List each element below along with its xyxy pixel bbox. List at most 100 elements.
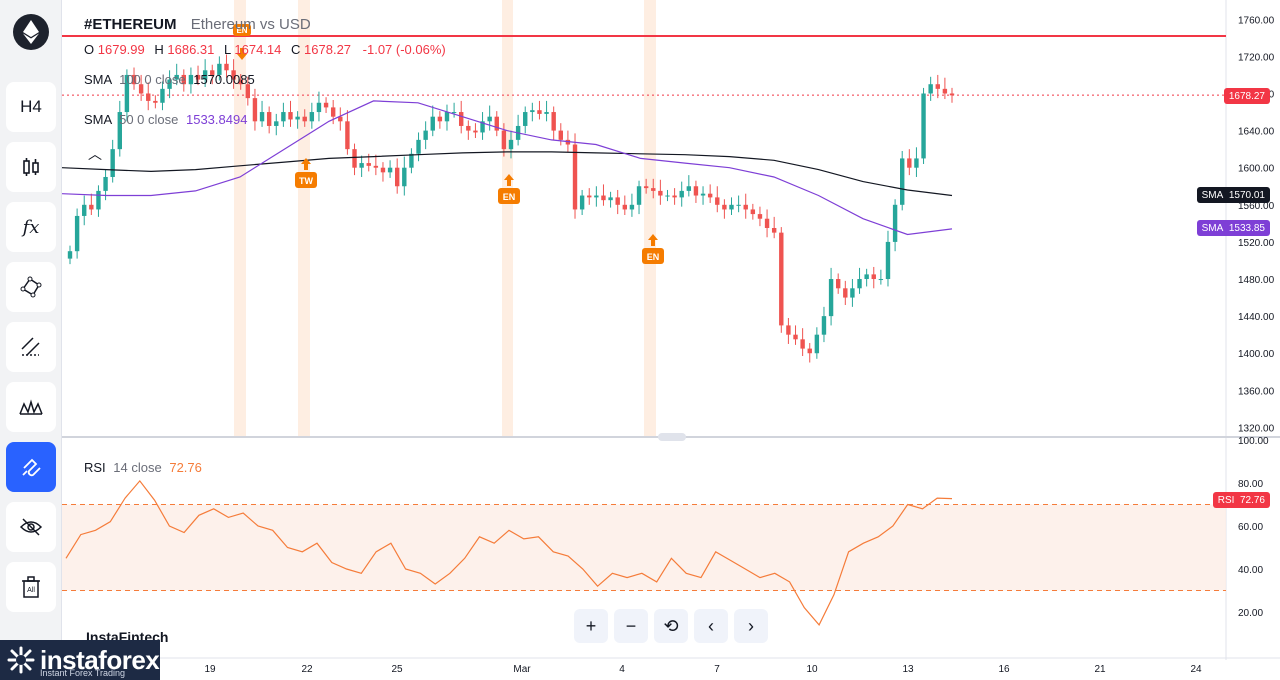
marker-badge	[642, 248, 664, 264]
marker-badge	[233, 24, 251, 36]
zoom-in-icon: +	[585, 615, 597, 636]
sma100-params: 100 0 close	[119, 72, 186, 87]
candle-body	[330, 107, 336, 117]
low-value: 1674.14	[234, 42, 282, 57]
magnet-button[interactable]	[6, 442, 56, 492]
candle-body	[266, 112, 272, 126]
candle-body	[779, 232, 784, 326]
chart-area[interactable]: 1760.00 1720.00 16 80.00 1640.00 1600.00 1560.…	[62, 0, 1280, 680]
candle-body	[437, 116, 443, 122]
drawing-toolbar: H4 fx All	[0, 0, 62, 680]
sma100-line	[62, 151, 953, 197]
rsi-tick-label: 20.00	[1238, 608, 1263, 619]
candle-body	[729, 204, 734, 210]
candle-body	[601, 195, 606, 201]
collapse-legend-icon[interactable]: ︿	[88, 146, 102, 162]
candle-body	[309, 112, 315, 122]
candle-body	[188, 74, 194, 85]
brand-logo[interactable]: instaforex Instant Forex Trading	[0, 640, 160, 680]
rsi-value: 72.76	[169, 460, 202, 475]
candle-body	[949, 93, 955, 96]
indicators-button[interactable]: fx	[6, 202, 56, 252]
candle-body	[238, 79, 243, 85]
rsi-tag-name: RSI	[1217, 494, 1235, 506]
candle-body	[523, 112, 528, 126]
pane-resize-handle	[658, 433, 686, 441]
candle-body	[74, 215, 80, 252]
instaforex-logo-icon	[7, 646, 35, 674]
candle-body	[473, 130, 478, 133]
candle-body	[274, 121, 279, 126]
candle-body	[587, 195, 592, 198]
candle-body	[359, 163, 364, 168]
sma50-legend[interactable]: SMA 50 0 close 1533.8494	[84, 112, 247, 127]
scroll-forward-button[interactable]: ›	[734, 609, 768, 643]
scroll-back-button[interactable]: ‹	[694, 609, 728, 643]
sma50-price-tag: SMA 1533.85	[1196, 220, 1270, 236]
price-tick-label: 1480.00	[1238, 275, 1275, 286]
rsi-tick-label: 100.00	[1238, 436, 1269, 447]
candle-body	[281, 112, 286, 122]
candle-body	[316, 102, 322, 113]
chart-canvas[interactable]: 1760.00 1720.00 16 80.00 1640.00 1600.00 1560.…	[62, 0, 1280, 680]
sma100-legend[interactable]: SMA 100 0 close 1570.0085	[84, 72, 255, 87]
high-label: H	[154, 42, 164, 57]
patterns-button[interactable]	[6, 382, 56, 432]
rsi-tick-label: 60.00	[1238, 522, 1263, 533]
rsi-legend[interactable]: RSI 14 close 72.76	[84, 460, 202, 475]
candle-body	[231, 70, 236, 80]
pattern-icon	[19, 399, 43, 415]
event-band	[644, 0, 656, 436]
candle-body	[907, 158, 912, 168]
symbol-legend: #ETHEREUM Ethereum vs USD	[84, 16, 311, 33]
candle-body	[885, 241, 891, 280]
sma50-name: SMA	[84, 112, 112, 127]
sma50-value: 1533.8494	[185, 112, 248, 127]
candle-body	[323, 102, 329, 108]
candle-body	[366, 163, 371, 166]
rsi-tag: RSI 72.76	[1212, 492, 1270, 508]
candle-body	[764, 218, 770, 228]
time-tick-label: Mar	[513, 664, 531, 675]
candle-body	[665, 195, 670, 197]
candle-body	[750, 209, 756, 215]
candle-body	[210, 70, 215, 75]
candle-body	[530, 110, 535, 113]
candle-body	[843, 288, 848, 298]
ohlc-legend: O 1679.99 H 1686.31 L 1674.14 C 1678.27 …	[84, 42, 446, 57]
hide-drawings-button[interactable]	[6, 502, 56, 552]
marker-label: TW	[299, 176, 313, 186]
shapes-button[interactable]	[6, 262, 56, 312]
candle-body	[800, 339, 805, 349]
sma100-value: 1570.0085	[193, 72, 255, 87]
candle-body	[451, 112, 457, 114]
candle-body	[217, 63, 222, 75]
candle-body	[202, 70, 208, 80]
ethereum-icon[interactable]	[13, 14, 49, 50]
candle-body	[423, 130, 428, 140]
candle-body	[82, 204, 87, 216]
candle-body	[892, 204, 898, 242]
reset-button[interactable]: ⟲	[654, 609, 688, 643]
price-tick-label: 1720.00	[1238, 52, 1275, 63]
sma50-params: 50 0 close	[119, 112, 179, 127]
candle-body	[89, 204, 94, 210]
rsi-tick-label: 80.00	[1238, 479, 1263, 490]
time-tick-label: 21	[1094, 664, 1106, 675]
marker-arrow-up	[648, 234, 658, 246]
lines-button[interactable]	[6, 322, 56, 372]
zoom-in-button[interactable]: +	[574, 609, 608, 643]
candle-body	[167, 79, 172, 89]
candle-body	[636, 186, 642, 205]
candle-body	[921, 93, 926, 159]
price-tick-label: 1520.00	[1238, 238, 1275, 249]
candle-body	[757, 214, 763, 219]
timeframe-h4-button[interactable]: H4	[6, 82, 56, 132]
candle-body	[871, 274, 876, 280]
delete-drawings-button[interactable]: All	[6, 562, 56, 612]
zoom-out-button[interactable]: −	[614, 609, 648, 643]
open-value: 1679.99	[97, 42, 145, 57]
candle-body	[494, 116, 499, 131]
candle-type-button[interactable]	[6, 142, 56, 192]
candle-body	[878, 279, 884, 281]
